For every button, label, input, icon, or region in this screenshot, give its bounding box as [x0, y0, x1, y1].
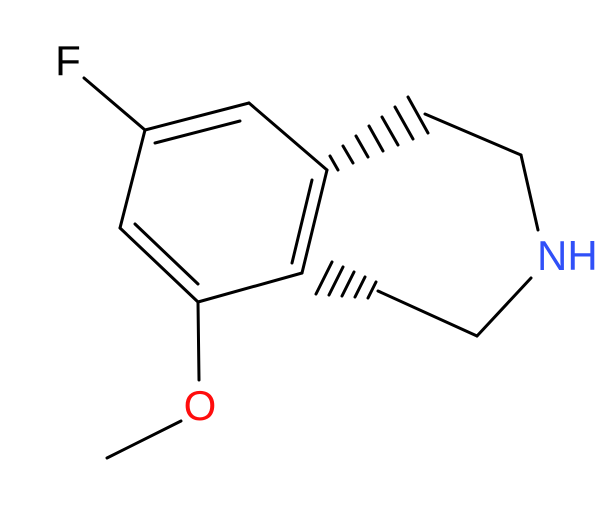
- bond-f1-c1: [84, 78, 145, 130]
- bond-c1-c2-a: [145, 103, 249, 130]
- bond-c5-o1: [198, 302, 199, 380]
- bond-c10-c11: [378, 291, 477, 336]
- bond-c9-n1: [521, 155, 538, 230]
- molecule-svg: F O NH: [0, 0, 595, 509]
- atom-label-f: F: [55, 37, 81, 84]
- bond-o1-c7: [107, 421, 181, 458]
- atom-label-o: O: [184, 382, 217, 429]
- bond-c5-c6-b: [135, 224, 198, 284]
- bond-c2-c3: [249, 103, 327, 170]
- bond-c6-c1: [120, 130, 145, 228]
- bond-c3-c8-hash: [330, 97, 428, 170]
- bond-c11-c4-hash: [316, 262, 376, 298]
- bond-c5-c6-a: [120, 228, 198, 302]
- bond-c4-c5: [198, 273, 302, 302]
- bond-c3-c4-b: [292, 180, 312, 263]
- bond-c3-c4-a: [302, 170, 327, 273]
- molecule-diagram: F O NH: [0, 0, 595, 509]
- bond-c8-c9: [425, 114, 521, 155]
- atom-label-nh: NH: [537, 232, 595, 279]
- bond-n1-c10: [477, 278, 531, 336]
